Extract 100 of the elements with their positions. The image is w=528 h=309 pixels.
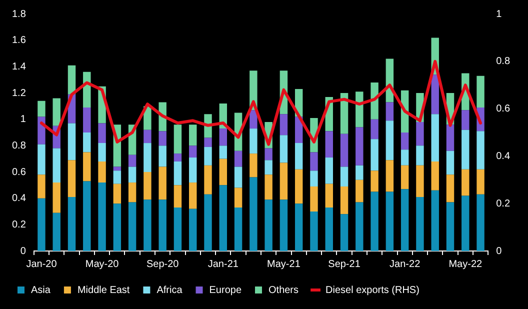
x-tick-label: Sep-20 — [146, 258, 180, 270]
y-tick-label: 0.8 — [12, 140, 26, 152]
bar — [431, 114, 439, 162]
bar — [280, 200, 288, 251]
bar — [386, 102, 394, 121]
y2-tick-label: 1 — [496, 8, 502, 20]
bar — [476, 76, 484, 108]
bar — [446, 124, 454, 151]
bar — [356, 127, 364, 166]
bar — [189, 158, 197, 183]
bar — [400, 165, 409, 190]
bar — [476, 131, 484, 170]
bar — [219, 158, 228, 186]
bar — [325, 158, 333, 184]
y2-tick-label: 0.6 — [496, 104, 510, 115]
bar — [174, 185, 182, 208]
y-tick-label: 1.2 — [12, 88, 26, 99]
bar — [340, 214, 348, 251]
y-tick-label: 0.6 — [12, 166, 26, 178]
bar — [83, 181, 91, 251]
bar — [68, 197, 76, 251]
y-tick-label: 1.8 — [12, 8, 26, 20]
bar — [340, 166, 348, 186]
bar — [158, 131, 166, 146]
bar — [144, 172, 152, 200]
bar — [356, 92, 364, 128]
bar — [189, 182, 197, 209]
bar — [264, 160, 272, 175]
bar — [250, 154, 258, 178]
bar — [98, 123, 106, 144]
bar — [400, 132, 409, 150]
bar — [462, 196, 470, 251]
bar — [431, 74, 439, 114]
bar — [52, 148, 60, 183]
bar — [431, 190, 439, 251]
bar — [294, 143, 303, 170]
legend-label: Others — [268, 284, 299, 296]
bar — [264, 174, 272, 200]
bar — [446, 174, 454, 202]
bar — [189, 124, 197, 146]
bar — [340, 186, 348, 214]
bar — [356, 180, 364, 202]
bar — [310, 170, 318, 186]
legend-label: Middle East — [77, 284, 130, 296]
bar — [386, 192, 394, 251]
bar — [68, 123, 76, 160]
y-tick-label: 1 — [20, 114, 26, 126]
bar — [113, 166, 122, 171]
bar — [83, 107, 91, 132]
bar — [370, 119, 378, 140]
bar — [462, 169, 470, 196]
bar — [400, 150, 409, 166]
bar — [38, 198, 46, 251]
bar — [400, 189, 409, 251]
bar — [68, 65, 76, 94]
bar — [144, 200, 152, 251]
bar — [280, 162, 288, 200]
y-tick-label: 1.4 — [12, 61, 26, 72]
bar — [446, 150, 454, 175]
bar — [294, 169, 303, 204]
bar — [219, 146, 228, 159]
bar — [294, 204, 303, 251]
bar — [310, 152, 318, 171]
bar — [431, 161, 439, 190]
bar — [158, 166, 166, 200]
x-tick-label: May-22 — [448, 258, 482, 270]
bar — [98, 182, 106, 251]
bar — [38, 100, 46, 117]
bar — [189, 146, 197, 158]
bar — [38, 116, 46, 144]
bar — [113, 204, 122, 251]
bar — [174, 124, 182, 154]
legend-label: Europe — [209, 284, 242, 296]
bar — [416, 197, 424, 251]
bar — [98, 143, 106, 162]
bar — [128, 182, 136, 202]
x-tick-label: Jan-20 — [26, 258, 58, 270]
bar — [356, 202, 364, 251]
bar — [234, 166, 242, 188]
bar — [340, 93, 348, 134]
bar — [416, 146, 424, 166]
bar — [416, 165, 424, 198]
bar — [310, 186, 318, 212]
bar — [356, 165, 364, 180]
bar — [128, 154, 136, 167]
bar — [264, 148, 272, 160]
bar — [83, 132, 91, 152]
y-tick-label: 0 — [20, 246, 26, 257]
bar — [340, 134, 348, 167]
bar — [325, 208, 333, 251]
legend-label: Africa — [156, 284, 183, 296]
x-tick-label: Jan-22 — [390, 258, 421, 270]
bar — [280, 135, 288, 163]
x-tick-label: May-21 — [267, 258, 301, 270]
bar — [370, 139, 378, 171]
bar — [325, 184, 333, 208]
bar — [174, 208, 182, 251]
bar — [189, 208, 197, 251]
bar — [325, 131, 333, 158]
bar — [128, 166, 136, 183]
